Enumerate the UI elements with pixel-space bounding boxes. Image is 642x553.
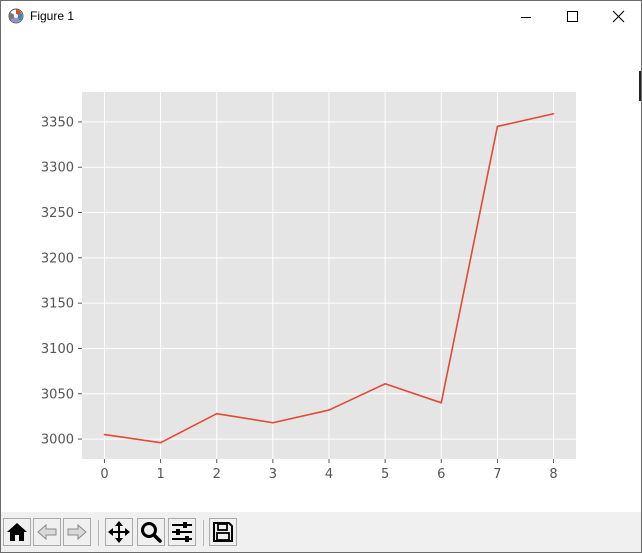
x-tick-label: 1 <box>156 467 164 482</box>
save-button[interactable] <box>209 518 237 546</box>
y-tick-label: 3150 <box>41 297 74 312</box>
y-tick-label: 3000 <box>41 433 74 448</box>
x-tick-label: 7 <box>493 467 501 482</box>
back-button[interactable] <box>33 518 61 546</box>
data-point <box>384 382 386 385</box>
close-icon <box>612 10 625 23</box>
data-point <box>440 402 443 404</box>
figure-canvas[interactable]: 0 1 2 3 4 5 6 7 8 3000 3050 3100 3150 3200 3250 3300 335… <box>1 32 641 512</box>
home-button[interactable] <box>3 518 31 546</box>
back-icon <box>37 523 57 541</box>
pan-icon <box>108 521 130 543</box>
x-tick-label: 5 <box>381 467 389 482</box>
line-chart: 0 1 2 3 4 5 6 7 8 3000 3050 3100 3150 3200 3250 3300 335… <box>41 92 576 482</box>
home-icon <box>7 523 27 541</box>
navigation-toolbar <box>1 512 641 552</box>
y-tick-label: 3050 <box>41 387 74 402</box>
zoom-button[interactable] <box>137 518 165 546</box>
data-point <box>552 112 555 115</box>
pan-button[interactable] <box>105 518 133 546</box>
x-tick-label: 3 <box>269 467 277 482</box>
minimize-button[interactable] <box>504 1 550 32</box>
window-edge <box>639 71 641 101</box>
data-point <box>328 409 330 411</box>
y-tick-label: 3100 <box>41 342 74 357</box>
configure-subplots-button[interactable] <box>168 518 196 546</box>
maximize-icon <box>567 11 578 22</box>
x-tick-label: 2 <box>213 467 221 482</box>
data-point <box>496 125 499 128</box>
x-tick-label: 4 <box>325 467 333 482</box>
toolbar-separator <box>98 520 99 546</box>
y-tick-label: 3300 <box>41 161 74 176</box>
close-button[interactable] <box>596 1 641 32</box>
data-point <box>103 433 106 436</box>
x-tick-label: 6 <box>437 467 445 482</box>
matplotlib-icon <box>8 8 24 24</box>
minimize-icon <box>521 17 531 18</box>
x-tick-label: 8 <box>549 467 557 482</box>
y-tick-label: 3200 <box>41 251 74 266</box>
toolbar-separator <box>203 520 204 546</box>
forward-button[interactable] <box>63 518 91 546</box>
data-point <box>159 441 162 444</box>
y-tick-label: 3250 <box>41 206 74 221</box>
window-title: Figure 1 <box>30 9 75 23</box>
configure-subplots-icon <box>172 522 192 542</box>
title-bar[interactable]: Figure 1 <box>1 1 641 32</box>
zoom-icon <box>141 522 162 543</box>
maximize-button[interactable] <box>550 1 596 32</box>
save-icon <box>213 522 233 542</box>
y-tick-label: 3350 <box>41 115 74 130</box>
data-point <box>272 421 274 424</box>
forward-icon <box>67 523 87 541</box>
x-tick-label: 0 <box>100 467 108 482</box>
data-point <box>215 412 218 415</box>
